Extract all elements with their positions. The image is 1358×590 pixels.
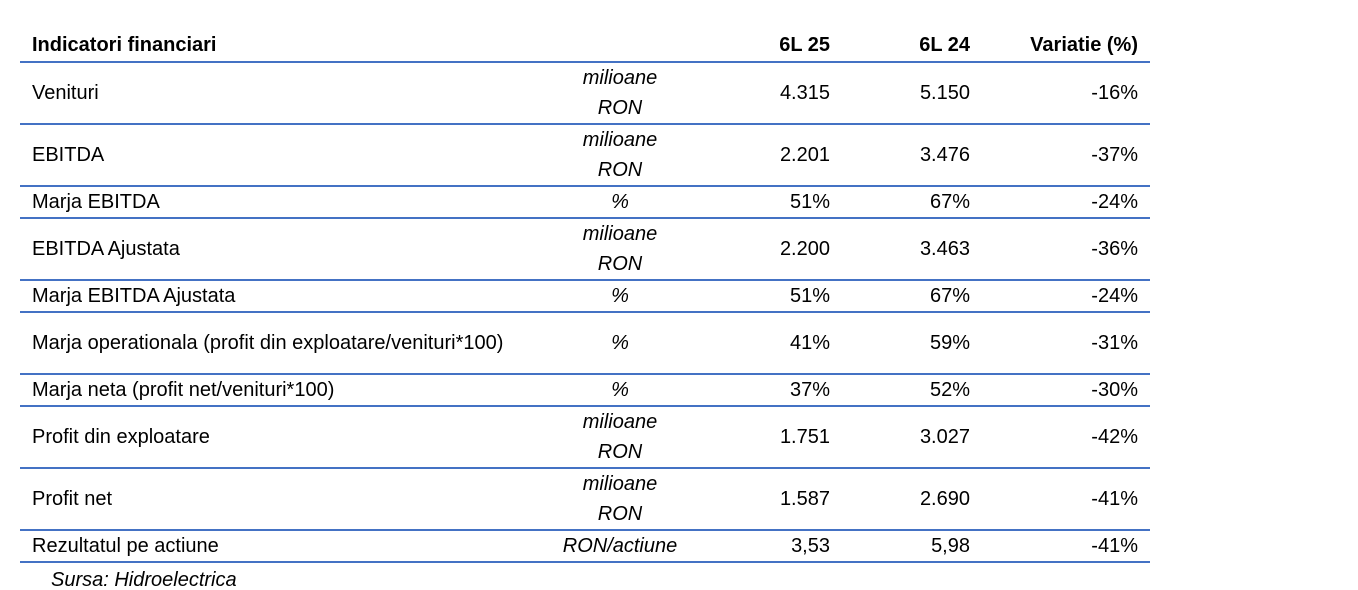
row-unit: %: [520, 312, 720, 375]
row-label: Marja EBITDA: [20, 186, 520, 219]
row-unit: %: [520, 186, 720, 219]
row-value-6l24: 67%: [842, 280, 982, 313]
header-indicator: Indicatori financiari: [20, 30, 520, 63]
row-variation: -30%: [982, 374, 1150, 407]
row-label: Marja neta (profit net/venituri*100): [20, 374, 520, 407]
row-value-6l24: 59%: [842, 312, 982, 375]
header-variation: Variatie (%): [982, 30, 1150, 63]
header-6l25: 6L 25: [720, 30, 842, 63]
row-label: EBITDA Ajustata: [20, 218, 520, 281]
row-label: Profit net: [20, 468, 520, 531]
row-variation: -24%: [982, 280, 1150, 313]
unit-line: RON: [597, 441, 643, 463]
unit-line: milioane: [582, 67, 658, 89]
table-row: Marja EBITDA Ajustata % 51% 67% -24%: [20, 280, 1150, 313]
row-label: Marja operationala (profit din exploatar…: [20, 312, 520, 375]
row-variation: -41%: [982, 530, 1150, 563]
row-value-6l25: 4.315: [720, 62, 842, 125]
row-variation: -42%: [982, 406, 1150, 469]
unit-line: milioane: [582, 411, 658, 433]
table-row: Marja neta (profit net/venituri*100) % 3…: [20, 374, 1150, 407]
unit-line: milioane: [582, 223, 658, 245]
row-label: Marja EBITDA Ajustata: [20, 280, 520, 313]
table-row: Marja operationala (profit din exploatar…: [20, 312, 1150, 375]
row-unit: milioane RON: [520, 124, 720, 187]
table-row: Rezultatul pe actiune RON/actiune 3,53 5…: [20, 530, 1150, 563]
row-unit: milioane RON: [520, 62, 720, 125]
row-value-6l25: 37%: [720, 374, 842, 407]
unit-line: %: [611, 191, 629, 213]
financial-indicators-table: Indicatori financiari 6L 25 6L 24 Variat…: [20, 30, 1150, 563]
row-value-6l25: 41%: [720, 312, 842, 375]
row-variation: -37%: [982, 124, 1150, 187]
row-value-6l24: 5.150: [842, 62, 982, 125]
unit-line: RON: [597, 97, 643, 119]
table-row: EBITDA milioane RON 2.201 3.476 -37%: [20, 124, 1150, 187]
row-label: EBITDA: [20, 124, 520, 187]
row-value-6l24: 5,98: [842, 530, 982, 563]
unit-line: RON: [597, 159, 643, 181]
row-label: Profit din exploatare: [20, 406, 520, 469]
unit-line: milioane: [582, 129, 658, 151]
row-variation: -36%: [982, 218, 1150, 281]
source-note: Sursa: Hidroelectrica: [51, 569, 237, 590]
row-variation: -31%: [982, 312, 1150, 375]
row-value-6l24: 3.027: [842, 406, 982, 469]
row-variation: -24%: [982, 186, 1150, 219]
table-row: Venituri milioane RON 4.315 5.150 -16%: [20, 62, 1150, 125]
row-value-6l25: 2.200: [720, 218, 842, 281]
row-unit: milioane RON: [520, 218, 720, 281]
row-variation: -16%: [982, 62, 1150, 125]
row-unit: RON/actiune: [520, 530, 720, 563]
row-value-6l25: 1.751: [720, 406, 842, 469]
financial-indicators-table-wrap: Indicatori financiari 6L 25 6L 24 Variat…: [20, 30, 1150, 563]
row-label: Venituri: [20, 62, 520, 125]
header-6l24: 6L 24: [842, 30, 982, 63]
row-unit: %: [520, 374, 720, 407]
row-value-6l25: 51%: [720, 186, 842, 219]
table-row: Profit din exploatare milioane RON 1.751…: [20, 406, 1150, 469]
header-unit: [520, 30, 720, 63]
row-value-6l24: 3.463: [842, 218, 982, 281]
row-value-6l25: 51%: [720, 280, 842, 313]
row-value-6l25: 1.587: [720, 468, 842, 531]
table-row: Profit net milioane RON 1.587 2.690 -41%: [20, 468, 1150, 531]
row-value-6l25: 2.201: [720, 124, 842, 187]
unit-line: milioane: [582, 473, 658, 495]
row-value-6l24: 67%: [842, 186, 982, 219]
unit-line: %: [611, 285, 629, 307]
row-unit: %: [520, 280, 720, 313]
row-value-6l24: 3.476: [842, 124, 982, 187]
table-row: EBITDA Ajustata milioane RON 2.200 3.463…: [20, 218, 1150, 281]
row-variation: -41%: [982, 468, 1150, 531]
table-header-row: Indicatori financiari 6L 25 6L 24 Variat…: [20, 30, 1150, 63]
row-value-6l24: 2.690: [842, 468, 982, 531]
unit-line: RON/actiune: [562, 535, 678, 557]
row-value-6l25: 3,53: [720, 530, 842, 563]
row-label: Rezultatul pe actiune: [20, 530, 520, 563]
unit-line: %: [611, 379, 629, 401]
row-value-6l24: 52%: [842, 374, 982, 407]
row-unit: milioane RON: [520, 468, 720, 531]
row-unit: milioane RON: [520, 406, 720, 469]
unit-line: RON: [597, 253, 643, 275]
unit-line: RON: [597, 503, 643, 525]
unit-line: %: [611, 332, 629, 354]
table-row: Marja EBITDA % 51% 67% -24%: [20, 186, 1150, 219]
